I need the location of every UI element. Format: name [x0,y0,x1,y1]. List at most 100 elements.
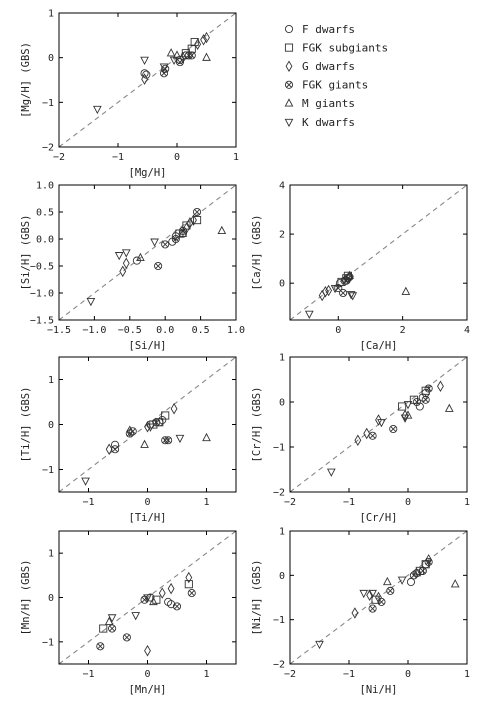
triangle-down-marker [326,468,336,477]
y-tick-label: 0 [48,420,54,431]
diamond-marker [141,73,148,85]
x-tick-label: −1 [343,497,355,508]
x-axis-label: [Cr/H] [360,512,398,524]
legend-label: F dwarfs [302,23,355,36]
diamond-marker [363,427,371,440]
x-axis-label: [Mg/H] [129,167,167,179]
data-points [315,554,460,650]
square-marker [421,386,430,395]
triangle-down-marker [397,576,407,585]
diamond-marker [437,380,444,392]
x-circle-marker [424,557,433,567]
scatter-panel: −1 0 1 −1 0 1 [Mn/H] [Mn/H] (GBS) [20,530,237,696]
axes-frame [58,184,237,321]
y-tick-label: 1.0 [36,181,54,192]
x-circle-marker [386,586,395,595]
y-tick-label: 1 [48,375,54,386]
triangle-down-marker [400,414,410,423]
legend-label: K dwarfs [302,116,355,129]
diamond-marker [190,214,197,226]
x-tick-label: 0 [335,325,341,336]
x-tick-label: 1.0 [227,325,245,336]
diamond-marker [144,644,151,657]
x-tick-label: −0.5 [118,325,142,336]
y-tick-label: −1.0 [30,289,54,300]
triangle-up-marker [140,439,149,448]
axes-frame [289,356,468,493]
diamond-marker [185,571,193,584]
x-circle-marker [193,207,202,217]
triangle-down-marker [175,434,185,444]
axes-frame [58,12,237,148]
legend-entry: G dwarfs [285,60,355,73]
triangle-up-marker [149,596,158,606]
scatter-panel: −2 −1 0 1 −2 −1 0 1 [Mg/H] [Mg/H] (GBS) [20,9,239,180]
x-circle-marker [172,602,182,611]
x-tick-label: 0 [405,497,411,508]
diamond-marker [183,222,190,234]
circle-marker [406,577,416,587]
x-axis-label: [Ti/H] [129,512,167,524]
x-circle-marker [111,445,120,454]
y-tick-label: 0 [279,398,285,409]
x-tick-label: 1 [233,152,239,163]
x-tick-label: 0 [405,669,411,680]
one-to-one-line [59,185,236,320]
triangle-up-marker [284,98,294,107]
legend-label: G dwarfs [302,60,355,73]
diamond-marker [351,607,359,619]
x-circle-marker [161,436,170,445]
diamond-marker [321,286,329,298]
x-circle-marker [368,431,377,440]
circle-marker [284,24,294,34]
y-tick-label: 1 [279,353,285,364]
triangle-down-marker [315,640,324,650]
diamond-marker [194,38,202,51]
data-points [326,380,454,477]
x-circle-marker [284,80,294,89]
x-tick-label: 0.5 [192,325,210,336]
x-tick-label: 0.0 [156,325,174,336]
triangle-up-marker [202,52,211,61]
x-tick-label: −2 [284,669,296,680]
diamond-marker [158,587,166,599]
x-circle-marker [421,395,430,404]
x-axis-label: [Si/H] [129,340,167,352]
square-marker [187,44,196,53]
diamond-marker [119,265,127,278]
triangle-up-marker [450,579,460,588]
triangle-up-marker [166,48,176,57]
legend-label: FGK giants [302,79,368,92]
triangle-down-marker [86,297,96,307]
x-tick-label: 1 [203,669,209,680]
x-tick-label: −1 [112,152,124,163]
axes-frame [289,184,468,321]
x-tick-label: 1 [203,497,209,508]
x-axis-label: [Mn/H] [129,684,167,696]
triangle-down-marker [131,612,141,621]
triangle-up-marker [178,228,188,237]
legend-entry: M giants [284,97,355,110]
triangle-down-marker [403,401,413,410]
y-tick-label: 4 [279,181,285,192]
x-circle-marker [339,288,348,298]
x-tick-label: 4 [464,325,470,336]
scatter-panel: 0 2 4 0 2 4 [Ca/H] [Ca/H] (GBS) [251,181,470,353]
triangle-down-marker [107,614,117,623]
square-marker [184,580,193,589]
y-tick-label: 0.5 [36,208,54,219]
diamond-marker [375,414,382,426]
y-tick-label: 1 [279,527,285,538]
legend: F dwarfs FGK subgiants G dwarfs FGK giants M… [284,23,388,129]
square-marker [409,395,418,404]
triangle-up-marker [444,403,454,412]
y-tick-label: −1.5 [30,316,54,327]
legend-label: M giants [302,97,355,110]
y-tick-label: −1 [42,98,54,109]
x-circle-marker [128,427,137,436]
y-axis-label: [Si/H] (GBS) [20,215,32,291]
circle-marker [164,597,173,606]
triangle-up-marker [401,286,411,295]
y-tick-label: 0 [279,571,285,582]
